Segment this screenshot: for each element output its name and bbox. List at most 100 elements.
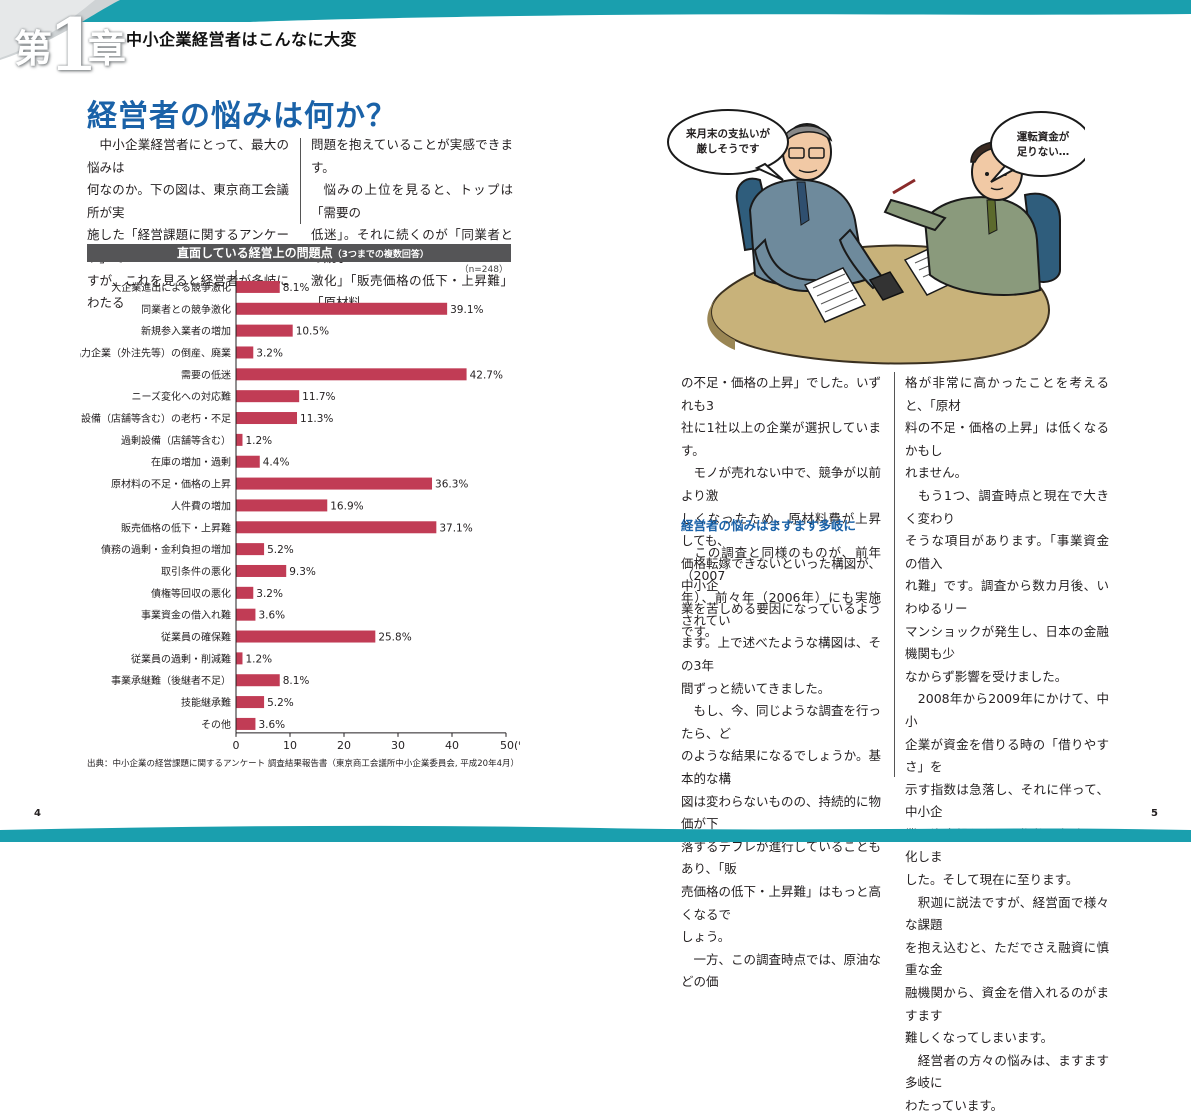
bar xyxy=(236,674,280,687)
body-line: わたっています。 xyxy=(905,1098,1004,1113)
category-label: 従業員の過剰・削減難 xyxy=(131,652,231,665)
value-label: 3.2% xyxy=(256,347,283,359)
category-label: ニーズ変化への対応難 xyxy=(132,390,232,403)
category-label: 取引条件の悪化 xyxy=(161,565,231,578)
chart-n-label: （n=248） xyxy=(460,264,508,275)
bar xyxy=(236,696,265,709)
bar xyxy=(236,368,467,381)
bar xyxy=(236,717,256,730)
value-label: 8.1% xyxy=(283,282,310,294)
x-tick-label: 20 xyxy=(337,739,351,750)
body-line: しょう。 xyxy=(681,929,731,945)
category-label: 需要の低迷 xyxy=(181,368,231,381)
category-label: 販売価格の低下・上昇難 xyxy=(121,521,231,534)
body-line: 融機関から、資金を借入れるのがますます xyxy=(905,985,1109,1023)
top-band xyxy=(0,0,1191,60)
body-line: のような結果になるでしょうか。基本的な構 xyxy=(681,748,881,786)
body-line: 難しくなってしまいます。 xyxy=(905,1030,1054,1046)
body-line: なからず影響を受けました。 xyxy=(905,668,1068,684)
bottom-band xyxy=(0,825,1191,842)
body-column-4: 格が非常に高かったことを考えると、「原材 料の不足・価格の上昇」は低くなるかもし… xyxy=(905,372,1109,1118)
chart-title-note: （3つまでの複数回答） xyxy=(332,250,429,260)
intro-column-1: 中小企業経営者にとって、最大の悩みは 何なのか。下の図は、東京商工会議所が実 施… xyxy=(87,134,289,315)
value-label: 3.2% xyxy=(256,588,283,600)
category-label: 協力企業（外注先等）の倒産、廃業 xyxy=(80,346,231,359)
body-line: 格が非常に高かったことを考えると、「原材 xyxy=(905,375,1109,413)
x-tick-label: 40 xyxy=(445,739,459,750)
section-subheading: 経営者の悩みはますます多岐に xyxy=(681,518,857,533)
body-line: れません。 xyxy=(905,465,968,481)
value-label: 16.9% xyxy=(330,500,363,512)
bar xyxy=(236,630,376,643)
page-number-right: 5 xyxy=(1151,808,1158,819)
body-line: 企業が資金を借りる時の「借りやすさ」を xyxy=(905,736,1109,775)
category-label: 原材料の不足・価格の上昇 xyxy=(111,478,231,491)
intro-line: 中小企業経営者にとって、最大の悩みは xyxy=(87,137,289,175)
body-line: ます。上で述べたような構図は、その3年 xyxy=(681,635,881,673)
body-line: しくなったため、原材料費が上昇しても、 xyxy=(681,510,881,549)
value-label: 3.6% xyxy=(258,610,285,622)
value-label: 10.5% xyxy=(296,326,329,338)
value-label: 25.8% xyxy=(378,632,411,644)
intro-line: 何なのか。下の図は、東京商工会議所が実 xyxy=(87,182,289,220)
category-label: 大企業進出による競争激化 xyxy=(111,281,231,294)
body-line: 売価格の低下・上昇難」はもっと高くなるで xyxy=(681,883,882,922)
chart-title: 直面している経営上の問題点 xyxy=(177,246,333,260)
page-heading: 経営者の悩みは何か？ xyxy=(87,99,397,134)
category-label: 債務の過剰・金利負担の増加 xyxy=(101,543,231,556)
bar xyxy=(236,280,280,293)
body-line: 一方、この調査時点では、原油などの価 xyxy=(681,951,882,990)
bubble-line: 運転資金が xyxy=(1016,131,1070,143)
body-line: 経営者の方々の悩みは、ますます多岐に xyxy=(905,1052,1109,1091)
value-label: 39.1% xyxy=(450,304,483,316)
body-line: この調査と同様のものが、前年（2007 xyxy=(681,545,881,583)
value-label: 1.2% xyxy=(245,435,272,447)
value-label: 9.3% xyxy=(289,566,316,578)
body-line: そうな項目があります。「事業資金の借入 xyxy=(905,533,1109,571)
bar xyxy=(236,324,293,337)
bar xyxy=(236,543,265,556)
category-label: 債権等回収の悪化 xyxy=(151,587,231,600)
value-label: 5.2% xyxy=(267,544,294,556)
businessmen-illustration xyxy=(667,109,1085,365)
category-label: 人件費の増加 xyxy=(171,499,231,512)
body-line: 価格転嫁できないといった構図が、中小企 xyxy=(681,555,881,594)
value-label: 4.4% xyxy=(263,457,290,469)
chart-source: 出典：中小企業の経営課題に関するアンケート 調査結果報告書（東京商工会議所中小企… xyxy=(87,759,519,769)
value-label: 37.1% xyxy=(439,522,472,534)
category-label: 在庫の増加・過剰 xyxy=(151,456,231,469)
speech-bubble-left: 来月末の支払いが 厳しそうです xyxy=(678,127,778,157)
chapter-title: 中小企業経営者はこんなに大変 xyxy=(126,30,358,49)
body-line: 落するデフレが進行していることもあり、「販 xyxy=(681,838,881,877)
value-label: 42.7% xyxy=(470,369,503,381)
x-tick-label: 10 xyxy=(283,739,297,750)
bar xyxy=(236,412,298,425)
bar xyxy=(236,499,328,512)
body-line: 図は変わらないものの、持続的に物価が下 xyxy=(681,793,882,832)
body-column-3b: この調査と同様のものが、前年（2007 年）、前々年（2006年）にも実施されて… xyxy=(681,542,881,994)
bar xyxy=(236,390,300,403)
intro-line: 問題を抱えていることが実感できます。 xyxy=(311,137,513,175)
body-line: マンショックが発生し、日本の金融機関も少 xyxy=(905,623,1109,662)
body-line: モノが売れない中で、競争が以前より激 xyxy=(681,465,881,503)
column-divider xyxy=(300,138,301,224)
bar xyxy=(236,433,243,446)
body-line: 業を苦しめる要因になっているようです。 xyxy=(681,600,881,639)
body-line: もし、今、同じような調査を行ったら、ど xyxy=(681,703,882,741)
page-number-left: 4 xyxy=(34,808,41,819)
chapter-number: 1 xyxy=(48,2,99,87)
category-label: 事業承継難（後継者不足） xyxy=(111,674,231,687)
body-line: 2008年から2009年にかけて、中小 xyxy=(905,691,1109,729)
speech-bubble-right: 運転資金が 足りない… xyxy=(1003,130,1083,160)
category-label: 設備（店舗等含む）の老朽・不足 xyxy=(81,412,231,425)
value-label: 3.6% xyxy=(258,719,285,731)
body-line: の不足・価格の上昇」でした。いずれも3 xyxy=(681,375,882,413)
value-label: 11.3% xyxy=(300,413,333,425)
category-label: 事業資金の借入れ難 xyxy=(141,609,231,622)
body-line: 年）、前々年（2006年）にも実施されてい xyxy=(681,590,881,628)
body-column-3: の不足・価格の上昇」でした。いずれも3 社に1社以上の企業が選択しています。 モ… xyxy=(681,372,881,643)
column-divider xyxy=(894,372,895,777)
value-label: 36.3% xyxy=(435,479,468,491)
body-line: 間ずっと続いてきました。 xyxy=(681,680,831,696)
bar xyxy=(236,652,243,665)
